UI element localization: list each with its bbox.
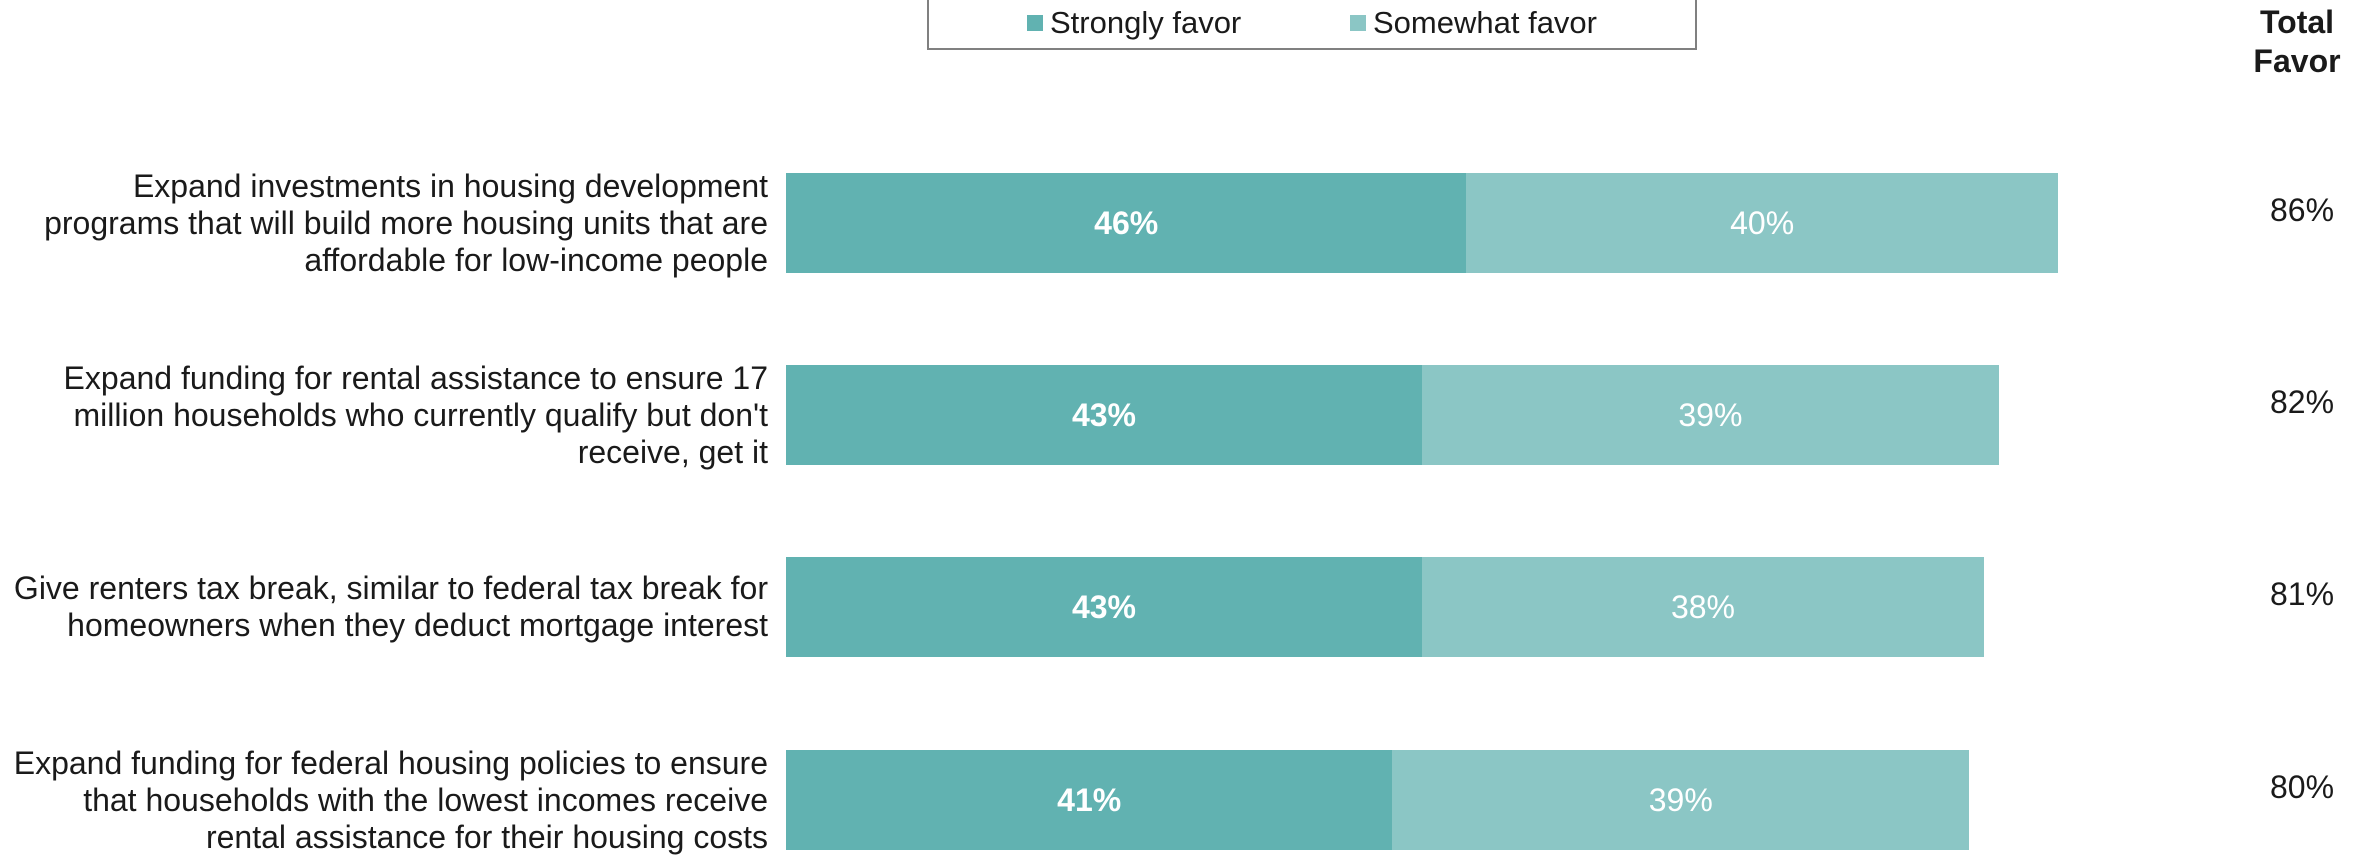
legend: Strongly favor Somewhat favor <box>927 0 1697 50</box>
category-label: Expand investments in housing developmen… <box>0 168 768 279</box>
total-favor-value: 81% <box>2269 575 2335 612</box>
legend-swatch-strongly-favor <box>1027 15 1043 31</box>
category-label: Expand funding for federal housing polic… <box>0 745 768 856</box>
category-label-line: Expand funding for rental assistance to … <box>63 359 768 396</box>
data-label: 40% <box>1730 204 1795 241</box>
total-favor-value: 82% <box>2269 383 2335 420</box>
bar-strongly-favor: 43% <box>786 557 1422 657</box>
category-label-line: programs that will build more housing un… <box>44 204 768 241</box>
category-label-line: receive, get it <box>577 433 768 470</box>
legend-item-somewhat-favor: Somewhat favor <box>1350 6 1597 40</box>
legend-label-somewhat-favor: Somewhat favor <box>1373 5 1597 40</box>
category-label-line: rental assistance for their housing cost… <box>205 818 768 855</box>
bar-somewhat-favor: 39% <box>1421 365 1999 465</box>
bar-strongly-favor: 41% <box>786 750 1393 850</box>
bar-somewhat-favor: 40% <box>1466 173 2058 273</box>
category-label: Expand funding for rental assistance to … <box>0 360 768 471</box>
legend-label-strongly-favor: Strongly favor <box>1050 5 1242 40</box>
legend-item-strongly-favor: Strongly favor <box>1027 6 1241 40</box>
data-label: 43% <box>1071 588 1136 625</box>
category-label-line: that households with the lowest incomes … <box>83 781 768 818</box>
data-label: 43% <box>1071 396 1136 433</box>
category-label-line: homeowners when they deduct mortgage int… <box>67 607 768 643</box>
total-header-line-1: Total <box>2259 4 2335 40</box>
data-label: 38% <box>1670 588 1735 625</box>
bar-somewhat-favor: 39% <box>1392 750 1970 850</box>
data-label: 41% <box>1057 781 1122 818</box>
category-label-line: million households who currently qualify… <box>73 396 769 433</box>
data-label: 39% <box>1648 781 1713 818</box>
data-label: 39% <box>1678 396 1743 433</box>
data-label: 46% <box>1094 204 1159 241</box>
bar-strongly-favor: 46% <box>786 173 1467 273</box>
category-label: Give renters tax break, similar to feder… <box>0 570 768 644</box>
category-label-line: Expand funding for federal housing polic… <box>13 744 768 781</box>
category-label-line: Expand investments in housing developmen… <box>132 167 768 204</box>
bar-somewhat-favor: 38% <box>1421 557 1984 657</box>
total-favor-value: 86% <box>2269 191 2335 228</box>
legend-swatch-somewhat-favor <box>1350 15 1366 31</box>
total-favor-value: 80% <box>2269 768 2335 805</box>
total-header-line-2: Favor <box>2253 43 2341 79</box>
category-label-line: Give renters tax break, similar to feder… <box>13 570 768 606</box>
bar-strongly-favor: 43% <box>786 365 1422 465</box>
category-label-line: affordable for low-income people <box>304 241 768 278</box>
total-favor-header: Total Favor <box>2230 3 2364 81</box>
